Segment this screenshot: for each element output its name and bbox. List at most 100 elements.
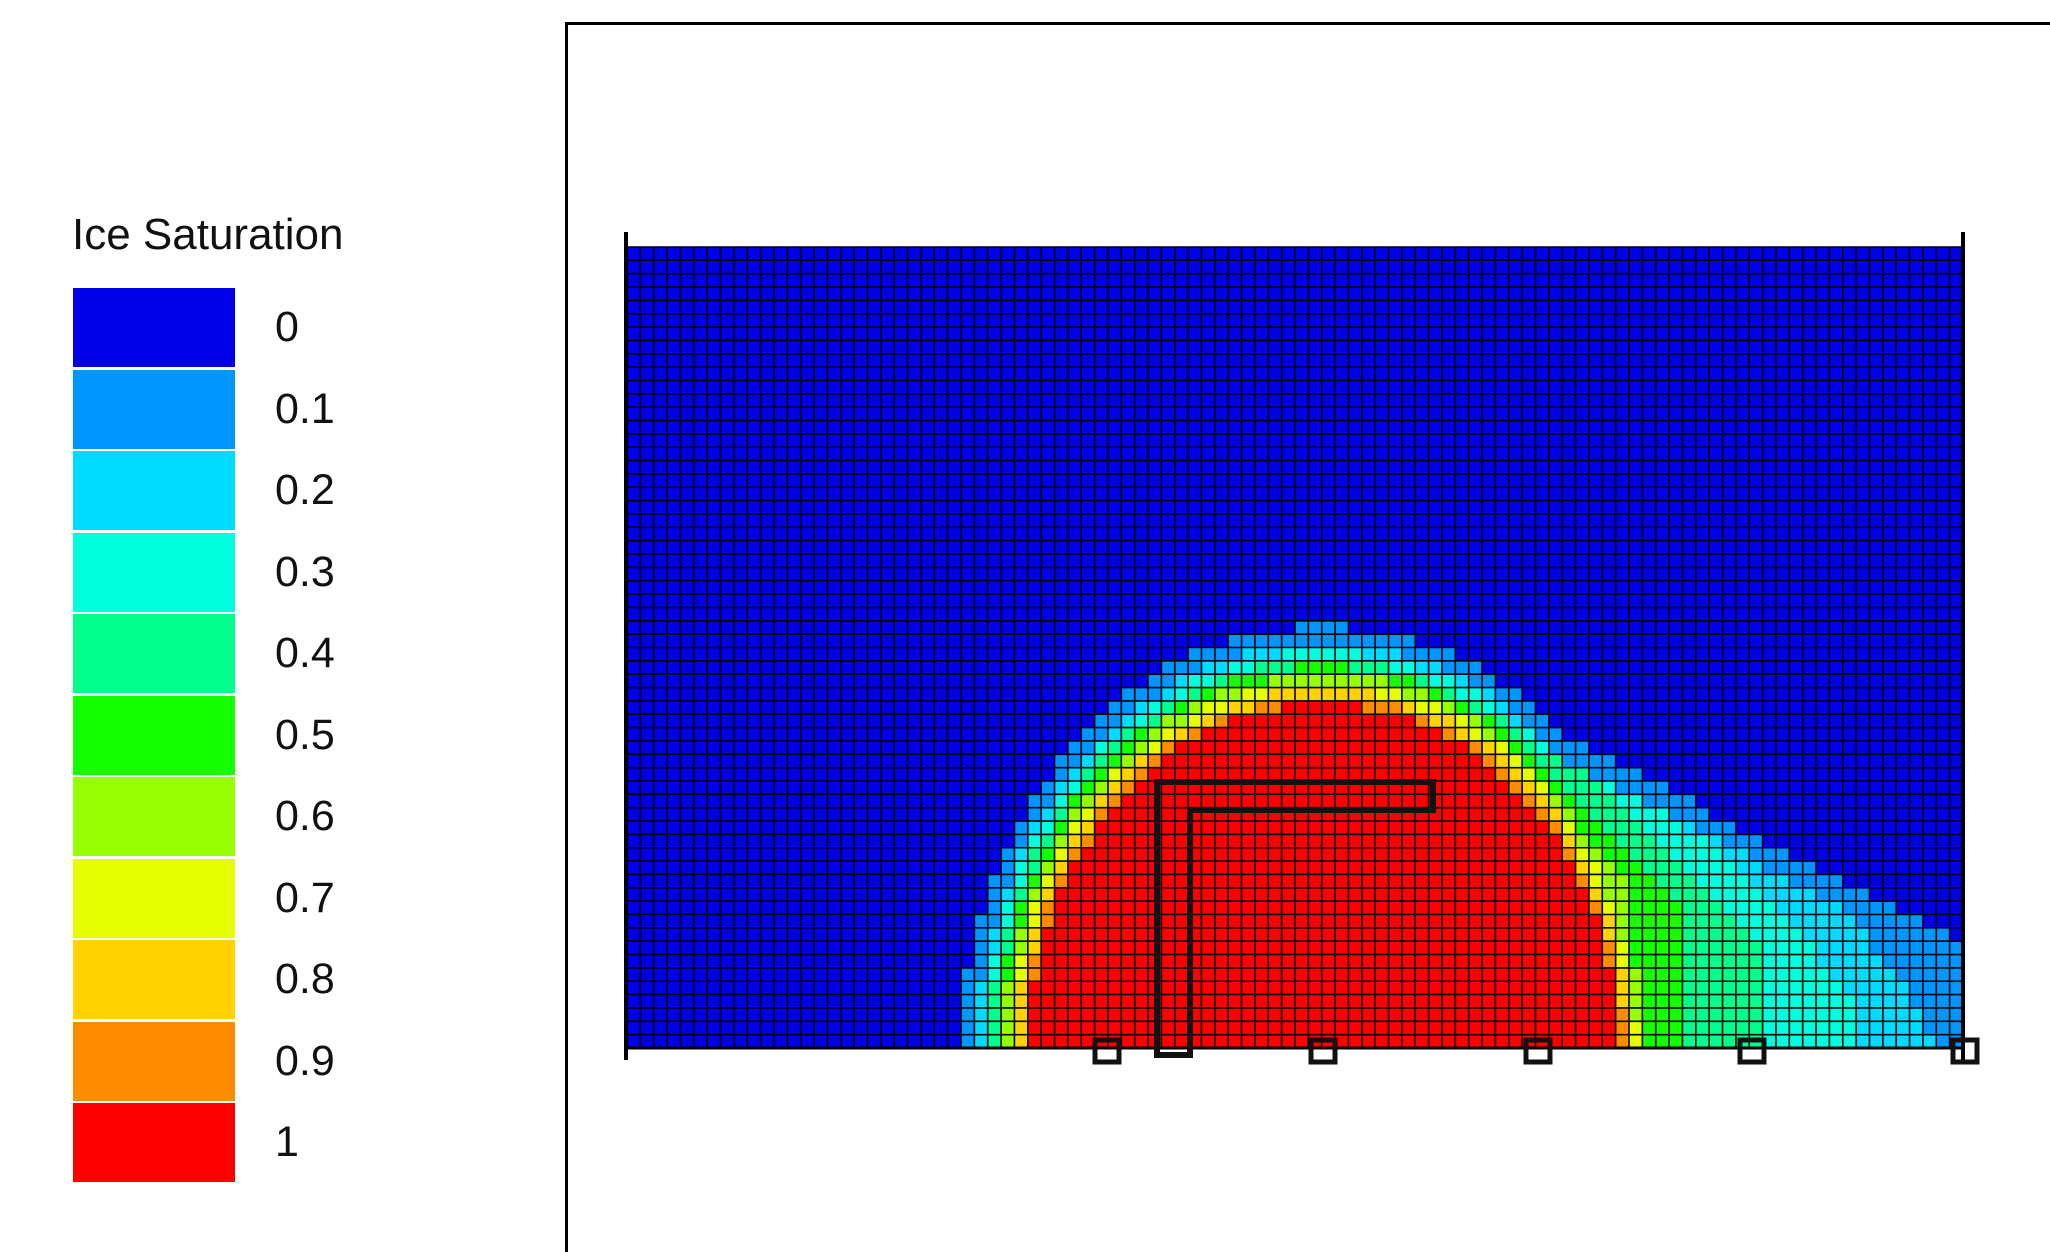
heatmap-cell bbox=[654, 781, 668, 795]
heatmap-cell bbox=[1362, 901, 1376, 915]
heatmap-cell bbox=[1308, 848, 1322, 862]
heatmap-cell bbox=[640, 794, 654, 808]
heatmap-cell bbox=[1616, 474, 1630, 488]
heatmap-cell bbox=[1402, 554, 1416, 568]
heatmap-cell bbox=[948, 501, 962, 515]
heatmap-cell bbox=[1549, 688, 1563, 702]
heatmap-cell bbox=[1121, 394, 1135, 408]
heatmap-cell bbox=[1763, 541, 1777, 555]
heatmap-cell bbox=[640, 688, 654, 702]
heatmap-cell bbox=[1055, 794, 1069, 808]
heatmap-cell bbox=[1549, 260, 1563, 274]
heatmap-cell bbox=[1829, 794, 1843, 808]
heatmap-cell bbox=[1121, 594, 1135, 608]
heatmap-cell bbox=[1362, 754, 1376, 768]
heatmap-cell bbox=[1589, 354, 1603, 368]
heatmap-cell bbox=[1642, 407, 1656, 421]
heatmap-cell bbox=[1081, 861, 1095, 875]
heatmap-cell bbox=[1135, 314, 1149, 328]
heatmap-cell bbox=[1335, 554, 1349, 568]
heatmap-cell bbox=[1562, 461, 1576, 475]
heatmap-cell bbox=[801, 728, 815, 742]
heatmap-cell bbox=[1242, 327, 1256, 341]
heatmap-cell bbox=[1629, 741, 1643, 755]
heatmap-cell bbox=[948, 688, 962, 702]
heatmap-cell bbox=[747, 407, 761, 421]
heatmap-cell bbox=[1936, 541, 1950, 555]
heatmap-cell bbox=[1055, 367, 1069, 381]
heatmap-cell bbox=[1068, 487, 1082, 501]
heatmap-cell bbox=[1856, 888, 1870, 902]
heatmap-cell bbox=[640, 514, 654, 528]
heatmap-cell bbox=[1282, 487, 1296, 501]
heatmap-cell bbox=[1121, 327, 1135, 341]
heatmap-cell bbox=[1495, 474, 1509, 488]
heatmap-cell bbox=[908, 661, 922, 675]
heatmap-cell bbox=[1429, 394, 1443, 408]
heatmap-cell bbox=[1389, 514, 1403, 528]
heatmap-cell bbox=[1148, 247, 1162, 261]
heatmap-cell bbox=[1669, 367, 1683, 381]
heatmap-cell bbox=[734, 741, 748, 755]
heatmap-cell bbox=[1415, 661, 1429, 675]
heatmap-cell bbox=[1843, 648, 1857, 662]
heatmap-cell bbox=[1469, 434, 1483, 448]
heatmap-cell bbox=[1535, 821, 1549, 835]
heatmap-cell bbox=[1535, 861, 1549, 875]
heatmap-cell bbox=[1429, 287, 1443, 301]
heatmap-cell bbox=[881, 754, 895, 768]
heatmap-cell bbox=[1682, 274, 1696, 288]
heatmap-cell bbox=[1549, 701, 1563, 715]
heatmap-cell bbox=[1455, 487, 1469, 501]
heatmap-cell bbox=[1616, 874, 1630, 888]
heatmap-cell bbox=[1495, 728, 1509, 742]
heatmap-cell bbox=[654, 514, 668, 528]
heatmap-cell bbox=[814, 434, 828, 448]
heatmap-cell bbox=[1308, 260, 1322, 274]
heatmap-cell bbox=[1188, 461, 1202, 475]
heatmap-cell bbox=[1535, 701, 1549, 715]
heatmap-cell bbox=[1175, 367, 1189, 381]
heatmap-cell bbox=[1335, 394, 1349, 408]
heatmap-cell bbox=[1028, 808, 1042, 822]
heatmap-cell bbox=[1175, 741, 1189, 755]
heatmap-cell bbox=[1068, 701, 1082, 715]
heatmap-cell bbox=[1923, 287, 1937, 301]
heatmap-cell bbox=[1816, 714, 1830, 728]
heatmap-cell bbox=[1549, 554, 1563, 568]
heatmap-cell bbox=[921, 300, 935, 314]
heatmap-cell bbox=[1308, 274, 1322, 288]
heatmap-cell bbox=[1910, 688, 1924, 702]
heatmap-cell bbox=[1589, 434, 1603, 448]
heatmap-cell bbox=[774, 247, 788, 261]
heatmap-cell bbox=[1375, 821, 1389, 835]
heatmap-cell bbox=[988, 581, 1002, 595]
heatmap-cell bbox=[948, 661, 962, 675]
heatmap-cell bbox=[1322, 634, 1336, 648]
heatmap-cell bbox=[1242, 728, 1256, 742]
heatmap-cell bbox=[707, 394, 721, 408]
heatmap-cell bbox=[1736, 634, 1750, 648]
heatmap-cell bbox=[1749, 501, 1763, 515]
heatmap-cell bbox=[1389, 794, 1403, 808]
heatmap-cell bbox=[1335, 447, 1349, 461]
heatmap-cell bbox=[1629, 327, 1643, 341]
heatmap-cell bbox=[881, 407, 895, 421]
heatmap-cell bbox=[1803, 287, 1817, 301]
heatmap-cell bbox=[801, 527, 815, 541]
heatmap-cell bbox=[1282, 607, 1296, 621]
heatmap-cell bbox=[694, 688, 708, 702]
heatmap-cell bbox=[1095, 794, 1109, 808]
heatmap-cell bbox=[1348, 621, 1362, 635]
heatmap-cell bbox=[1242, 367, 1256, 381]
heatmap-cell bbox=[1429, 260, 1443, 274]
heatmap-cell bbox=[1068, 794, 1082, 808]
heatmap-cell bbox=[1255, 314, 1269, 328]
heatmap-cell bbox=[1055, 501, 1069, 515]
heatmap-cell bbox=[1228, 848, 1242, 862]
heatmap-cell bbox=[640, 768, 654, 782]
heatmap-cell bbox=[787, 714, 801, 728]
heatmap-cell bbox=[1696, 541, 1710, 555]
heatmap-cell bbox=[881, 674, 895, 688]
heatmap-cell bbox=[1576, 421, 1590, 435]
